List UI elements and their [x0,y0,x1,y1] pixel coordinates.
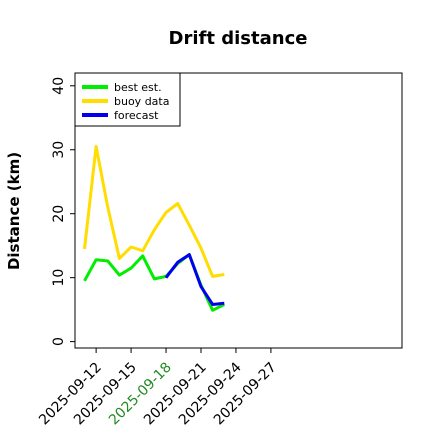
legend-label-best-est: best est. [114,81,162,94]
series-lines [83,145,225,312]
y-tick-label: 30 [51,141,67,159]
series-line-best-est [83,253,225,312]
legend: best est. buoy data forecast [74,72,181,127]
legend-label-buoy-data: buoy data [114,95,169,108]
y-tick-label: 0 [51,337,67,346]
legend-label-forecast: forecast [114,109,159,122]
series-line-buoy-data [83,145,225,278]
y-tick-label: 10 [51,269,67,287]
x-axis: 2025-09-122025-09-152025-09-182025-09-21… [36,348,280,428]
y-tick-label: 40 [51,77,67,95]
y-axis: 0 10 20 30 40 [51,77,75,346]
y-axis-label: Distance (km) [5,152,23,270]
plot-frame [74,72,403,349]
chart-title: Drift distance [169,28,308,49]
y-tick-label: 20 [51,205,67,223]
series-line-forecast [164,253,225,306]
